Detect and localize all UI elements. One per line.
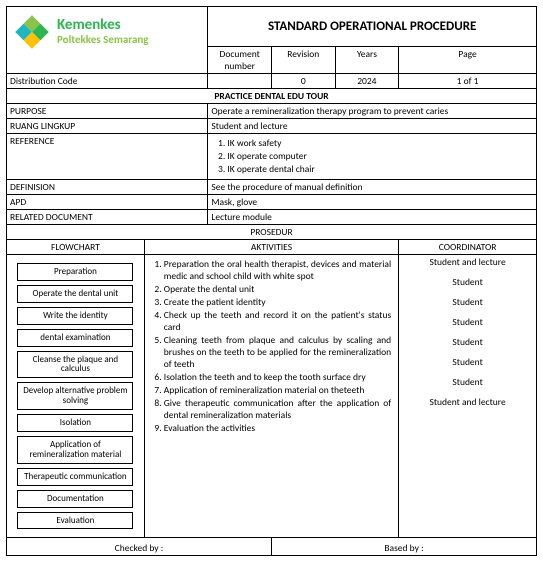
coordinator-item: Student xyxy=(402,296,533,308)
activity-item: Preparation the oral health therapist, d… xyxy=(164,258,395,283)
practice-title: PRACTICE DENTAL EDU TOUR xyxy=(7,89,537,104)
coordinator-item: Student and lecture xyxy=(402,256,533,268)
coordinator-item: Student and lecture xyxy=(402,396,533,408)
col-years: Years xyxy=(335,47,399,74)
col-page: Page xyxy=(399,47,537,74)
scope-value: Student and lecture xyxy=(208,119,537,134)
flowchart-step: Application of remineralization material xyxy=(17,436,133,464)
flowchart-column: Preparation Operate the dental unit Write … xyxy=(7,255,145,538)
definition-value: See the procedure of manual definition xyxy=(208,180,537,195)
definition-label: DEFINISION xyxy=(7,180,208,195)
reldoc-label: RELATED DOCUMENT xyxy=(7,210,208,225)
flowchart-header: FLOWCHART xyxy=(7,240,145,255)
coordinator-item: Student xyxy=(402,276,533,288)
purpose-label: PURPOSE xyxy=(7,104,208,119)
activity-item: Evaluation the activities xyxy=(164,422,395,435)
reldoc-value: Lecture module xyxy=(208,210,537,225)
reference-item: IK work safety xyxy=(227,137,533,150)
org-name-2: Poltekkes Semarang xyxy=(57,34,149,46)
flowchart-step: Preparation xyxy=(17,263,133,281)
activity-item: Check up the teeth and record it on the … xyxy=(164,309,395,334)
val-docnum xyxy=(208,74,272,89)
activity-item: Application of remineralization material… xyxy=(164,384,395,397)
flowchart-step: Therapeutic communication xyxy=(17,468,133,486)
flowchart-step: Cleanse the plaque and calculus xyxy=(17,351,133,379)
reference-item: IK operate dental chair xyxy=(227,163,533,176)
activities-column: Preparation the oral health therapist, d… xyxy=(144,255,398,538)
activity-item: Isolation the teeth and to keep the toot… xyxy=(164,371,395,384)
coordinator-item: Student xyxy=(402,356,533,368)
flowchart-step: Write the identity xyxy=(17,307,133,325)
coordinator-item: Student xyxy=(402,316,533,328)
purpose-value: Operate a remineralization therapy progr… xyxy=(208,104,537,119)
logo-cell: Kemenkes Poltekkes Semarang xyxy=(7,7,208,74)
flowchart-step: Operate the dental unit xyxy=(17,285,133,303)
val-years: 2024 xyxy=(335,74,399,89)
reference-label: REFERENCE xyxy=(7,134,208,180)
val-page: 1 of 1 xyxy=(399,74,537,89)
activity-item: Give therapeutic communication after the… xyxy=(164,397,395,422)
reference-item: IK operate computer xyxy=(227,150,533,163)
apd-label: APD xyxy=(7,195,208,210)
activity-item: Operate the dental unit xyxy=(164,283,395,296)
activities-header: AKTIVITIES xyxy=(144,240,398,255)
col-rev: Revision xyxy=(271,47,335,74)
coordinator-column: Student and lecture Student Student Student… xyxy=(399,255,537,538)
kemenkes-logo-icon xyxy=(11,11,53,53)
based-by: Based by : xyxy=(271,538,536,556)
sop-table: Kemenkes Poltekkes Semarang STANDARD OPE… xyxy=(6,6,537,556)
checked-by: Checked by : xyxy=(7,538,272,556)
activity-item: Create the patient identity xyxy=(164,296,395,309)
org-name-1: Kemenkes xyxy=(57,18,149,34)
prosedur-header: PROSEDUR xyxy=(7,225,537,240)
activity-item: Cleaning teeth from plaque and calculus … xyxy=(164,334,395,371)
flowchart-step: Develop alternative problem solving xyxy=(17,382,133,410)
scope-label: RUANG LINGKUP xyxy=(7,119,208,134)
coordinator-item: Student xyxy=(402,376,533,388)
flowchart-step: Documentation xyxy=(17,490,133,508)
flowchart-step: Evaluation xyxy=(17,512,133,530)
apd-value: Mask, glove xyxy=(208,195,537,210)
reference-value: IK work safetyIK operate computerIK oper… xyxy=(208,134,537,180)
col-docnum: Document number xyxy=(208,47,272,74)
flowchart-step: Isolation xyxy=(17,414,133,432)
coordinator-item: Student xyxy=(402,336,533,348)
doc-title: STANDARD OPERATIONAL PROCEDURE xyxy=(208,7,537,47)
flowchart-step: dental examination xyxy=(17,329,133,347)
val-rev: 0 xyxy=(271,74,335,89)
dist-code-label: Distribution Code xyxy=(7,74,208,89)
coordinator-header: COORDINATOR xyxy=(399,240,537,255)
